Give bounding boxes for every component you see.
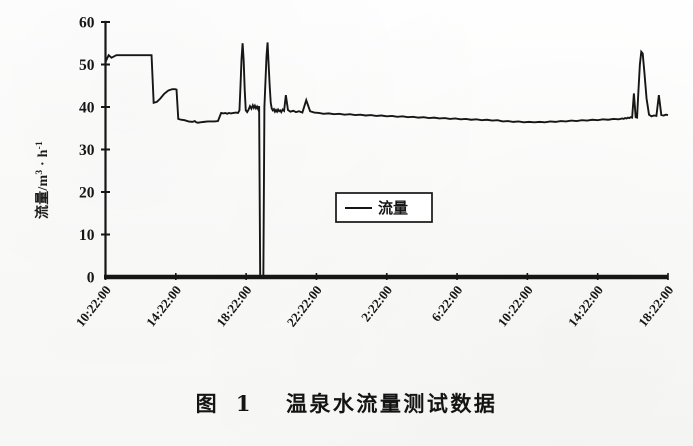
x-tick-label-5: 6:22:00 [428,283,465,325]
x-tick-label-1: 14:22:00 [143,283,184,330]
x-tick-label-2: 18:22:00 [213,283,254,330]
x-tick-label-7: 14:22:00 [565,283,606,330]
y-axis-title-name: 流量 [34,191,51,219]
y-tick-label-0: 0 [87,270,95,287]
y-axis-title: 流量/m3 · h-1 [34,141,51,219]
y-axis-unit-numerator: m [36,174,51,186]
y-axis-unit-num-exp: 3 [35,170,45,175]
y-tick-label-20: 20 [79,185,95,202]
figure-caption-number: 图 1 [195,391,257,416]
legend-label-flow: 流量 [378,199,408,217]
legend[interactable]: 流量 [335,192,433,223]
y-tick-label-30: 30 [79,142,95,159]
y-tick-label-50: 50 [79,57,95,74]
x-tick-group: 10:22:00 14:22:00 18:22:00 22:22:00 2:22:00 6… [73,273,676,330]
x-tick-label-4: 2:22:00 [358,283,395,325]
y-axis-unit-denominator: h [36,149,51,157]
y-axis-unit-sep: · [36,161,51,166]
series-group [104,42,669,278]
x-tick-label-8: 18:22:00 [635,283,676,330]
y-tick-label-10: 10 [79,227,95,244]
y-axis-unit-den-exp: -1 [35,141,45,149]
svg-text:流量/m3 · h-1: 流量/m3 · h-1 [34,141,51,219]
x-tick-label-0: 10:22:00 [73,283,114,330]
x-tick-label-3: 22:22:00 [284,283,325,330]
figure-caption-title: 温泉水流量测试数据 [285,391,498,416]
figure-caption: 图 1 温泉水流量测试数据 [0,388,693,418]
axis-lines [104,20,668,280]
series-line-flow [104,42,669,278]
x-tick-label-6: 10:22:00 [495,283,536,330]
y-tick-label-40: 40 [79,100,95,117]
y-tick-label-60: 60 [79,15,95,32]
